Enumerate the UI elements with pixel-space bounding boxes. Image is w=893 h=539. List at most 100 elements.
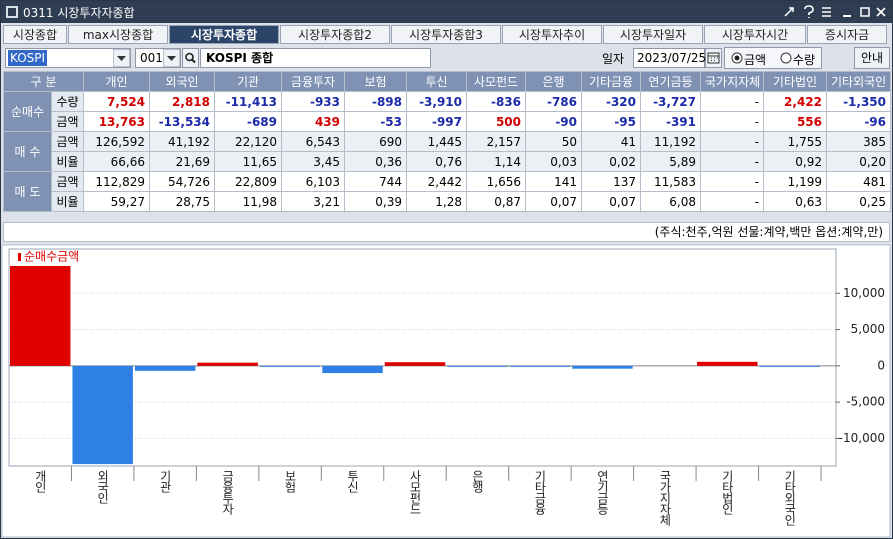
cell: 6,08 xyxy=(640,191,701,212)
x-tick-label: 보험 xyxy=(283,470,297,493)
bar xyxy=(447,365,508,367)
bar xyxy=(10,265,71,366)
cell: 481 xyxy=(826,171,891,192)
cell: -11,413 xyxy=(214,91,282,112)
x-tick-label: 은행 xyxy=(470,470,484,493)
header-row: 구 분 개인 외국인 기관 금융투자 보험 투신 사모펀드 은행 기타금융 연기금등 국가지자체 기타법… xyxy=(3,71,891,92)
cell: - xyxy=(700,111,764,132)
tab[interactable]: 시장투자종합2 xyxy=(280,25,390,44)
cell: -898 xyxy=(344,91,407,112)
row-label: 비율 xyxy=(51,191,84,212)
market-combo[interactable]: KOSPI xyxy=(5,48,131,68)
cell: 1,199 xyxy=(763,171,827,192)
cell: - xyxy=(700,191,764,212)
x-tick-label: 국가지자체 xyxy=(658,470,672,526)
x-tick-label: 연기금등 xyxy=(595,470,609,515)
tab[interactable]: 시장투자일자 xyxy=(603,25,703,44)
cell: -53 xyxy=(344,111,407,132)
cell: 744 xyxy=(344,171,407,192)
data-row: 순매수 수량 7,524 2,818 -11,413 -933 -898 -3,910 -836… xyxy=(3,91,891,132)
x-tick-label: 금융투자 xyxy=(221,470,235,515)
column-header: 은행 xyxy=(525,71,582,92)
cell: 54,726 xyxy=(149,171,215,192)
dropdown-arrow[interactable] xyxy=(113,49,130,67)
window-buttons[interactable] xyxy=(781,4,889,20)
search-button[interactable] xyxy=(182,48,199,68)
cell: 6,103 xyxy=(281,171,345,192)
cell: -96 xyxy=(826,111,891,132)
bar xyxy=(259,365,321,367)
cell: 439 xyxy=(281,111,345,132)
tab[interactable]: max시장종합 xyxy=(68,25,168,44)
cell: 41 xyxy=(581,131,641,152)
cell: 500 xyxy=(466,111,526,132)
cell: -90 xyxy=(525,111,582,132)
name-box: KOSPI 종합 xyxy=(200,48,431,68)
bar xyxy=(134,365,196,371)
data-row: 비율 59,27 28,75 11,98 3,21 0,39 1,28 0,87 0,07 0,0… xyxy=(4,191,891,212)
y-tick-label: 10,000 xyxy=(843,286,885,300)
tab[interactable]: 시장투자종합 xyxy=(169,25,279,44)
cell: 556 xyxy=(763,111,827,132)
y-tick-label: 5,000 xyxy=(851,322,885,336)
cell: -933 xyxy=(281,91,345,112)
code-value: 001 xyxy=(140,51,163,65)
cell: - xyxy=(700,91,764,112)
tab[interactable]: 시장투자시간 xyxy=(704,25,806,44)
cell: 126,592 xyxy=(83,131,150,152)
tab[interactable]: 시장투자추이 xyxy=(502,25,602,44)
cell: 1,445 xyxy=(406,131,467,152)
x-tick-label: 기타금융 xyxy=(533,470,547,515)
bar xyxy=(759,365,820,367)
calendar-button[interactable] xyxy=(705,48,722,68)
x-tick-label: 투신 xyxy=(346,470,360,493)
code-combo[interactable]: 001 xyxy=(135,48,181,68)
cell: 5,89 xyxy=(640,151,701,172)
data-row: 금액 13,763 -13,534 -689 439 -53 -997 500 -90 -95 -3… xyxy=(4,111,891,132)
info-button[interactable]: 안내 xyxy=(854,47,890,69)
y-tick-label: -10,000 xyxy=(839,431,885,445)
radio-group: 금액 수량 xyxy=(724,47,822,69)
title-bar: 0311 시장투자자종합 xyxy=(1,1,892,23)
cell: 2,818 xyxy=(149,91,215,112)
cell: -3,727 xyxy=(640,91,701,112)
cell: 1,14 xyxy=(466,151,526,172)
column-header: 개인 xyxy=(83,71,150,92)
tab[interactable]: 시장종합 xyxy=(3,25,67,44)
cell: -836 xyxy=(466,91,526,112)
tab[interactable]: 증시자금 xyxy=(807,25,887,44)
cell: 0,20 xyxy=(826,151,891,172)
cell: 0,03 xyxy=(525,151,582,172)
radio-label: 수량 xyxy=(793,53,816,67)
cell: 141 xyxy=(525,171,582,192)
date-input[interactable]: 2023/07/25 xyxy=(633,48,706,68)
cell: -95 xyxy=(581,111,641,132)
cell: 28,75 xyxy=(149,191,215,212)
column-header: 보험 xyxy=(344,71,407,92)
bar xyxy=(697,361,758,366)
cell: -1,350 xyxy=(826,91,891,112)
cell: 1,656 xyxy=(466,171,526,192)
x-tick-label: 개인 xyxy=(33,470,47,493)
column-header: 연기금등 xyxy=(640,71,701,92)
cell: - xyxy=(700,171,764,192)
cell: - xyxy=(700,151,764,172)
dropdown-arrow[interactable] xyxy=(163,49,180,67)
radio-checked[interactable] xyxy=(731,52,743,64)
column-header: 기타금융 xyxy=(581,71,641,92)
cell: -3,910 xyxy=(406,91,467,112)
column-header: 금융투자 xyxy=(281,71,345,92)
cell: 2,422 xyxy=(763,91,827,112)
legend-swatch xyxy=(18,253,21,261)
column-header: 국가지자체 xyxy=(700,71,764,92)
x-tick-label: 기타외국인 xyxy=(783,470,797,526)
cell: 11,65 xyxy=(214,151,282,172)
radio-unchecked[interactable] xyxy=(780,52,792,64)
tab[interactable]: 시장투자종합3 xyxy=(391,25,501,44)
cell: 50 xyxy=(525,131,582,152)
row-label: 금액 xyxy=(51,171,84,192)
cell: 6,543 xyxy=(281,131,345,152)
app-icon xyxy=(6,6,18,18)
cell: -786 xyxy=(525,91,582,112)
cell: 0,25 xyxy=(826,191,891,212)
